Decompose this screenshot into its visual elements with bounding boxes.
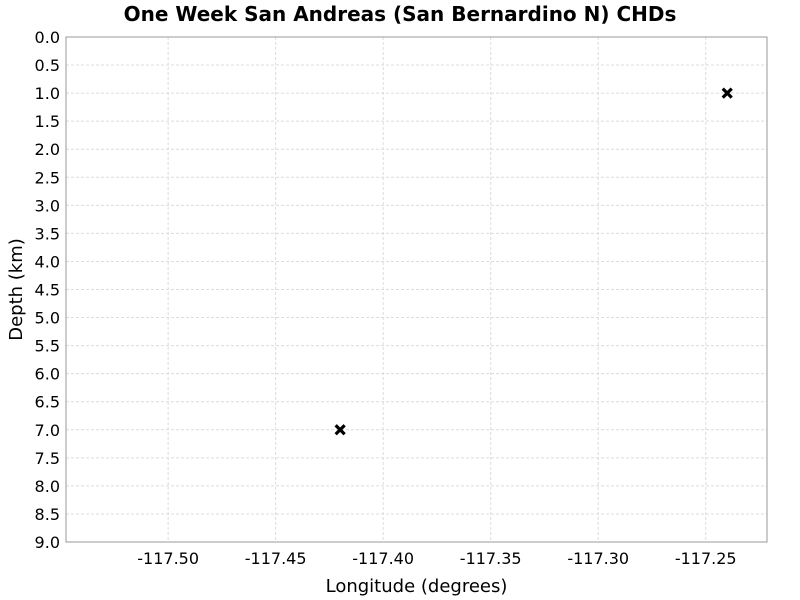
x-tick-label: -117.25 — [675, 549, 737, 568]
x-tick-label: -117.40 — [352, 549, 414, 568]
y-tick-label: 0.0 — [35, 28, 60, 47]
y-axis-label: Depth (km) — [6, 238, 27, 341]
y-tick-label: 3.5 — [35, 224, 60, 243]
plot-frame — [65, 36, 768, 543]
y-tick-label: 8.5 — [35, 505, 60, 524]
y-tick-label: 2.5 — [35, 168, 60, 187]
y-tick-label: 9.0 — [35, 533, 60, 552]
x-axis-label: Longitude (degrees) — [326, 576, 508, 597]
y-tick-label: 5.5 — [35, 337, 60, 356]
grid-lines — [66, 36, 767, 543]
chart-title: One Week San Andreas (San Bernardino N) … — [123, 2, 677, 26]
y-tick-label: 1.5 — [35, 112, 60, 131]
x-axis-ticks: -117.50 -117.45 -117.40 -117.35 -117.30 -117.… — [137, 549, 736, 568]
y-axis-ticks: 0.0 0.5 1.0 1.5 2.0 2.5 3.0 3.5 4.0 4.5 5.0 5.5 6.0 6… — [35, 28, 60, 552]
y-tick-label: 3.0 — [35, 196, 60, 215]
y-tick-label: 7.0 — [35, 421, 60, 440]
y-tick-label: 4.0 — [35, 252, 60, 271]
y-tick-label: 6.5 — [35, 393, 60, 412]
y-tick-label: 0.5 — [35, 56, 60, 75]
y-tick-label: 4.5 — [35, 281, 60, 300]
y-tick-label: 2.0 — [35, 140, 60, 159]
y-tick-label: 5.0 — [35, 309, 60, 328]
x-tick-label: -117.35 — [460, 549, 522, 568]
y-tick-label: 1.0 — [35, 84, 60, 103]
x-tick-label: -117.30 — [567, 549, 629, 568]
x-tick-label: -117.50 — [137, 549, 199, 568]
data-point — [334, 424, 346, 436]
data-points — [334, 87, 733, 436]
y-tick-label: 6.0 — [35, 365, 60, 384]
data-point — [721, 87, 733, 99]
x-tick-label: -117.45 — [245, 549, 307, 568]
y-tick-label: 8.0 — [35, 477, 60, 496]
y-tick-label: 7.5 — [35, 449, 60, 468]
